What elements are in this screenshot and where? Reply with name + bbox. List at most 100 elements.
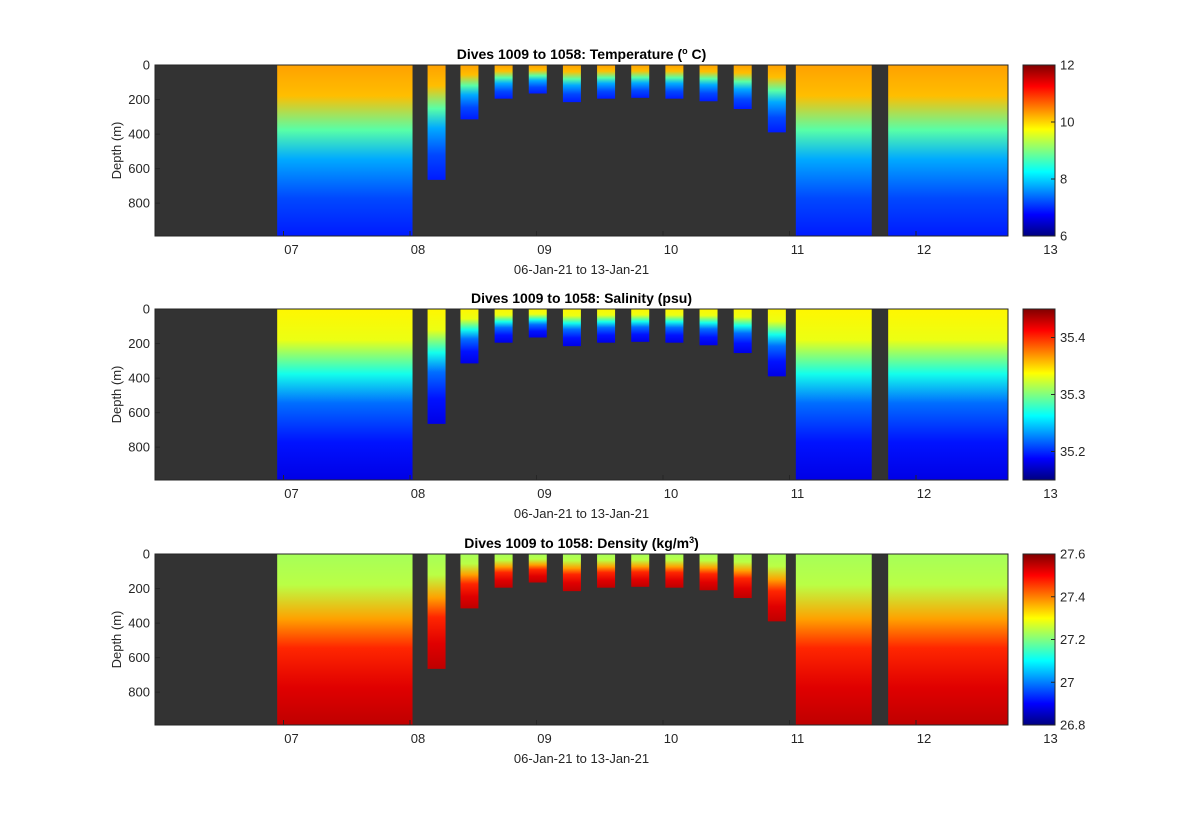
shallow-dive-8 xyxy=(665,65,684,99)
shallow-dive-5 xyxy=(562,65,581,103)
y-tick-label: 800 xyxy=(128,685,150,700)
x-axis-label: 06-Jan-21 to 13-Jan-21 xyxy=(514,262,649,277)
colorbar xyxy=(1022,553,1056,726)
shallow-dive-4 xyxy=(528,65,547,94)
y-tick-label: 200 xyxy=(128,336,150,351)
shallow-dive-1 xyxy=(427,309,446,424)
shallow-dive-10 xyxy=(733,65,752,110)
shallow-dive-6 xyxy=(597,554,616,588)
y-tick-label: 200 xyxy=(128,92,150,107)
shallow-dive-5 xyxy=(562,554,581,592)
x-tick-label: 10 xyxy=(664,731,678,746)
shallow-dive-1 xyxy=(427,65,446,180)
x-tick-label: 10 xyxy=(664,486,678,501)
shallow-dive-11 xyxy=(767,65,786,133)
panel-3: 0 200 400 600 800 07 08 09 10 11 12 13 Dives 1009 to… xyxy=(109,535,1085,766)
colorbar-tick-label: 27.6 xyxy=(1060,547,1085,562)
colorbar-tick-label: 27.2 xyxy=(1060,632,1085,647)
profile-block-3 xyxy=(888,309,1008,480)
x-tick-label: 13 xyxy=(1043,731,1057,746)
axes-frame xyxy=(154,64,1009,237)
y-tick-label: 0 xyxy=(143,58,150,73)
x-tick-label: 13 xyxy=(1043,242,1057,257)
colorbar xyxy=(1022,64,1056,237)
colorbar-tick-label: 27 xyxy=(1060,675,1074,690)
y-tick-label: 800 xyxy=(128,196,150,211)
y-tick-label: 600 xyxy=(128,161,150,176)
panel-1: 0 200 400 600 800 07 08 09 10 11 12 13 Dives 1009 to… xyxy=(109,46,1074,277)
profile-block-1 xyxy=(277,554,413,725)
shallow-dive-4 xyxy=(528,554,547,583)
x-tick-label: 09 xyxy=(537,486,551,501)
shallow-dive-9 xyxy=(699,309,718,346)
y-tick-label: 0 xyxy=(143,547,150,562)
shallow-dive-3 xyxy=(494,309,513,343)
shallow-dive-10 xyxy=(733,309,752,354)
x-tick-label: 11 xyxy=(791,242,805,257)
x-tick-label: 07 xyxy=(284,731,298,746)
y-tick-label: 0 xyxy=(143,302,150,317)
colorbar-tick-label: 35.2 xyxy=(1060,444,1085,459)
x-tick-label: 12 xyxy=(917,242,931,257)
shallow-dive-2 xyxy=(460,554,479,609)
title-tail: ) xyxy=(694,535,699,551)
panel-2: 0 200 400 600 800 07 08 09 10 11 12 13 Dives 1009 to… xyxy=(109,290,1085,521)
profile-block-2 xyxy=(795,554,872,725)
y-tick-label: 800 xyxy=(128,440,150,455)
shallow-dive-8 xyxy=(665,309,684,343)
y-tick-label: 400 xyxy=(128,371,150,386)
x-tick-label: 11 xyxy=(791,731,805,746)
x-tick-label: 07 xyxy=(284,486,298,501)
x-tick-label: 09 xyxy=(537,731,551,746)
y-tick-label: 600 xyxy=(128,650,150,665)
y-axis-label: Depth (m) xyxy=(109,611,124,669)
profile-block-2 xyxy=(795,65,872,236)
y-tick-label: 400 xyxy=(128,616,150,631)
shallow-dive-9 xyxy=(699,554,718,591)
colorbar-tick-label: 8 xyxy=(1060,172,1067,187)
profile-block-1 xyxy=(277,309,413,480)
shallow-dive-5 xyxy=(562,309,581,347)
title-tail: C) xyxy=(688,46,707,62)
profile-block-1 xyxy=(277,65,413,236)
y-axis-label: Depth (m) xyxy=(109,122,124,180)
chart-title: Dives 1009 to 1058: Salinity (psu) xyxy=(471,290,692,306)
y-axis-label: Depth (m) xyxy=(109,366,124,424)
shallow-dive-6 xyxy=(597,65,616,99)
shallow-dive-4 xyxy=(528,309,547,338)
title-superscript: o xyxy=(682,46,688,56)
colorbar-tick-label: 10 xyxy=(1060,115,1074,130)
shallow-dive-10 xyxy=(733,554,752,599)
chart-title: Dives 1009 to 1058: Temperature (o C) xyxy=(457,46,707,62)
shallow-dive-7 xyxy=(631,309,650,342)
x-tick-label: 08 xyxy=(411,486,425,501)
axes-frame xyxy=(154,308,1009,481)
x-tick-label: 10 xyxy=(664,242,678,257)
y-tick-label: 200 xyxy=(128,581,150,596)
colorbar xyxy=(1022,308,1056,481)
shallow-dive-3 xyxy=(494,554,513,588)
x-tick-label: 07 xyxy=(284,242,298,257)
shallow-dive-3 xyxy=(494,65,513,99)
colorbar-tick-label: 26.8 xyxy=(1060,718,1085,733)
x-axis-label: 06-Jan-21 to 13-Jan-21 xyxy=(514,751,649,766)
shallow-dive-7 xyxy=(631,65,650,98)
title-text: Dives 1009 to 1058: Density (kg/m xyxy=(464,535,689,551)
profile-block-2 xyxy=(795,309,872,480)
shallow-dive-11 xyxy=(767,554,786,622)
title-superscript: 3 xyxy=(689,535,694,545)
x-tick-label: 08 xyxy=(411,242,425,257)
x-tick-label: 11 xyxy=(791,486,805,501)
x-tick-label: 13 xyxy=(1043,486,1057,501)
shallow-dive-2 xyxy=(460,309,479,364)
shallow-dive-2 xyxy=(460,65,479,120)
colorbar-tick-label: 27.4 xyxy=(1060,589,1085,604)
axes-frame xyxy=(154,553,1009,726)
y-tick-label: 400 xyxy=(128,127,150,142)
colorbar-tick-label: 35.3 xyxy=(1060,387,1085,402)
profile-block-3 xyxy=(888,65,1008,236)
shallow-dive-7 xyxy=(631,554,650,587)
shallow-dive-1 xyxy=(427,554,446,669)
colorbar-tick-label: 6 xyxy=(1060,229,1067,244)
